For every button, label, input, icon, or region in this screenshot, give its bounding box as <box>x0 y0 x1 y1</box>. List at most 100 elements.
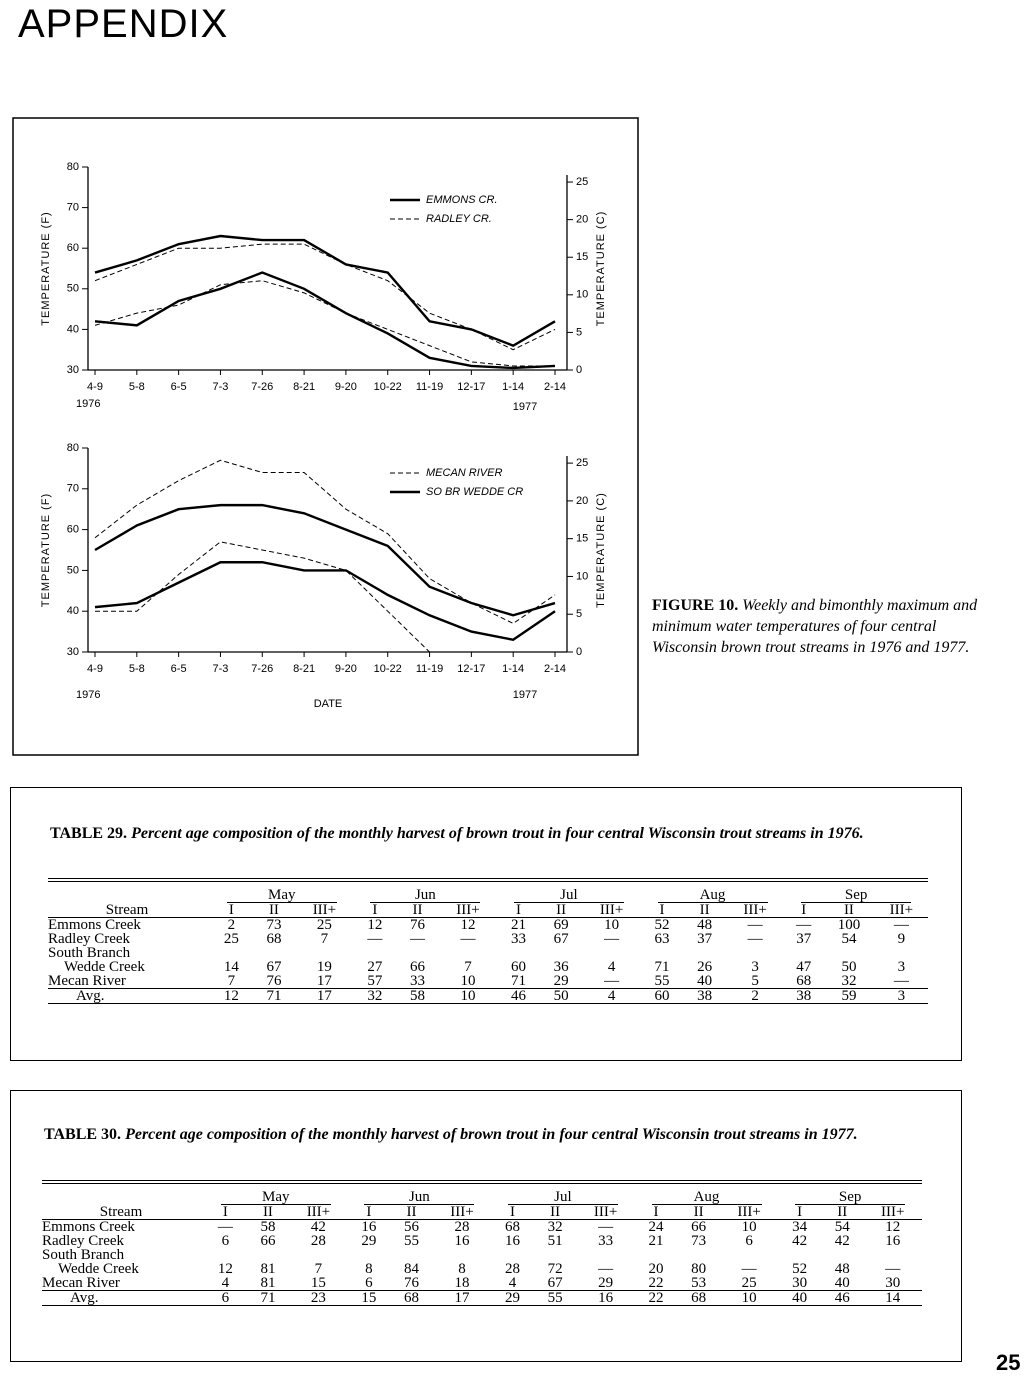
table-cell: 76 <box>410 917 426 933</box>
stream-name-line: Wedde Creek <box>58 1261 139 1277</box>
month-label: May <box>220 1190 331 1205</box>
x-tick-label: 5-8 <box>129 381 145 393</box>
y2-tick-label: 15 <box>576 251 588 263</box>
table-cell: 55 <box>654 973 670 989</box>
table-cell: 16 <box>576 1290 635 1306</box>
sub-header-row: Stream I II III+ I II III+ I II III+ I II III+ I II III… <box>42 1205 922 1220</box>
y2-tick-label: 0 <box>576 646 582 658</box>
y2-axis-label: TEMPERATURE (C) <box>595 492 607 608</box>
table-cell: 4 <box>582 988 641 1004</box>
table-cell: 37 <box>796 931 812 947</box>
age-class-header: III+ <box>438 903 498 918</box>
page-number: 25 <box>996 1350 1021 1375</box>
y-axis-label: TEMPERATURE (F) <box>40 493 52 607</box>
month-header-row: May Jun Jul Aug Sep <box>42 1182 922 1205</box>
table-cell: 33 <box>410 973 426 989</box>
table-cell: 40 <box>697 973 713 989</box>
temperature-line <box>94 243 556 351</box>
table-cell: — <box>747 931 763 947</box>
table-cell: 55 <box>404 1233 420 1249</box>
age-class-header: II <box>396 903 439 918</box>
age-class-header: II <box>820 1205 864 1220</box>
table-cell: 68 <box>390 1290 433 1306</box>
table-cell: 81 <box>260 1261 276 1277</box>
table-cell: 22 <box>648 1275 664 1291</box>
table-caption-text: Percent age composition of the monthly h… <box>125 1126 858 1143</box>
header-cell <box>48 880 210 903</box>
table-cell: 29 <box>361 1233 377 1249</box>
table-cell: 60 <box>510 959 526 975</box>
y-tick-label: 30 <box>67 646 79 658</box>
y-tick-label: 40 <box>67 605 79 617</box>
age-class-header: III+ <box>719 1205 779 1220</box>
x-tick-label: 2-14 <box>544 381 566 393</box>
table-cell: 59 <box>823 988 875 1004</box>
stream-name: South Branch Wedde Creek <box>42 1248 204 1277</box>
table-cell: 17 <box>295 988 354 1004</box>
table-cell: 100 <box>837 917 861 933</box>
table-cell: 6 <box>221 1233 230 1249</box>
table-cell: — <box>741 1261 757 1277</box>
x-tick-label: 9-20 <box>335 381 357 393</box>
stream-name-line: Avg. <box>70 1290 99 1306</box>
stream-header: Stream <box>48 903 210 918</box>
table-cell: — <box>367 931 383 947</box>
table-cell: 50 <box>539 988 583 1004</box>
x-tick-label: 7-26 <box>251 663 273 675</box>
year-label: 1977 <box>513 401 537 413</box>
stream-name: Emmons Creek <box>48 918 210 933</box>
y2-tick-label: 0 <box>576 364 582 376</box>
table-caption-text: Percent age composition of the monthly h… <box>131 825 864 842</box>
table-cell: 33 <box>510 931 526 947</box>
table-cell: 3 <box>751 959 759 975</box>
table-cell: 50 <box>841 959 857 975</box>
stream-name-line: Avg. <box>76 988 105 1004</box>
y2-tick-label: 25 <box>576 457 588 469</box>
table-cell: 7 <box>227 973 236 989</box>
table-cell: 10 <box>604 917 620 933</box>
table-cell: 52 <box>792 1261 808 1277</box>
table-row: Emmons Creek 2 73 25 12 76 12 21 69 10 52 48 — — 100 — <box>48 918 928 933</box>
table-cell: 10 <box>438 988 498 1004</box>
table-cell: 27 <box>367 959 383 975</box>
x-tick-label: 1-14 <box>502 663 524 675</box>
table-cell: — <box>893 973 909 989</box>
y2-tick-label: 5 <box>576 608 582 620</box>
year-label: 1977 <box>513 689 537 701</box>
month-header: Jul <box>497 880 641 903</box>
table-cell: 22 <box>634 1290 678 1306</box>
x-tick-label: 12-17 <box>457 663 485 675</box>
x-tick-label: 7-3 <box>213 663 229 675</box>
month-label: Aug <box>657 888 768 903</box>
table-cell: 17 <box>316 973 332 989</box>
table-cell: 71 <box>654 959 670 975</box>
table-cell: 48 <box>834 1261 850 1277</box>
table-cell: 8 <box>365 1261 373 1277</box>
month-label: Aug <box>651 1190 762 1205</box>
table-cell: 58 <box>260 1219 276 1235</box>
table-cell: 33 <box>598 1233 614 1249</box>
table-cell: 32 <box>547 1219 563 1235</box>
age-class-header: I <box>634 1205 678 1220</box>
table-label: TABLE 30. <box>44 1126 122 1143</box>
temperature-line <box>94 234 556 347</box>
table-cell: 71 <box>510 973 526 989</box>
age-class-header: III+ <box>289 1205 348 1220</box>
table-cell: 76 <box>266 973 282 989</box>
stream-header: Stream <box>42 1205 204 1220</box>
y-tick-label: 30 <box>67 364 79 376</box>
table-cell: 28 <box>504 1261 520 1277</box>
table-cell: 6 <box>745 1233 753 1249</box>
table-cell: 40 <box>834 1275 850 1291</box>
month-label: May <box>226 888 337 903</box>
table-cell: — <box>885 1261 901 1277</box>
table-cell: 28 <box>454 1219 470 1235</box>
data-table: May Jun Jul Aug Sep Stream I II III+ I II III+ I II II… <box>42 1180 922 1306</box>
month-label: Jun <box>364 1190 475 1205</box>
table-cell: 72 <box>547 1261 563 1277</box>
x-tick-label: 8-21 <box>293 381 315 393</box>
age-class-header: I <box>210 903 253 918</box>
x-tick-label: 7-26 <box>251 381 273 393</box>
figure-frame <box>12 117 639 756</box>
table-cell: 25 <box>223 931 239 947</box>
